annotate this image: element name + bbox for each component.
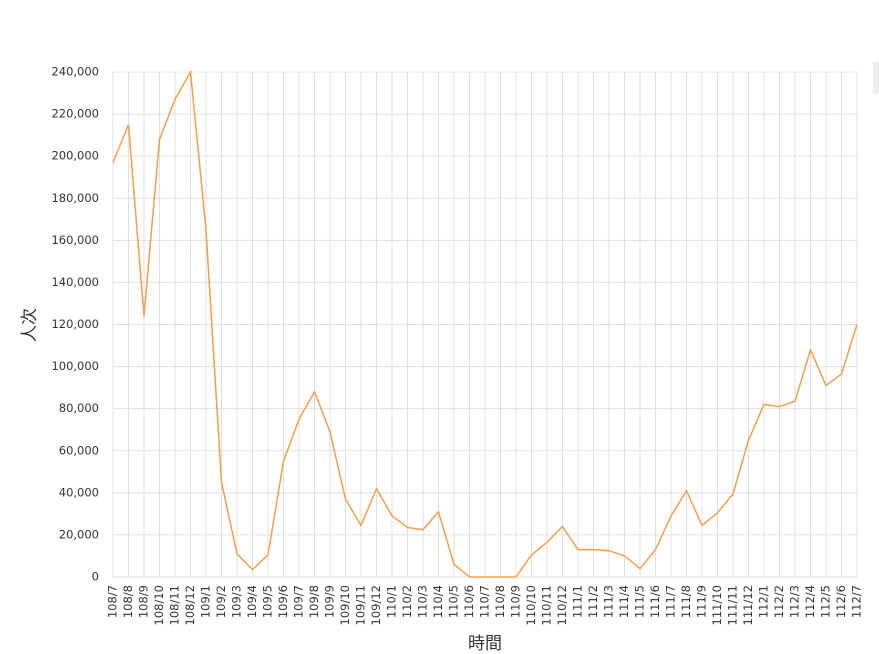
y-tick-label: 240,000 — [51, 65, 99, 79]
y-axis-title: 人次 — [20, 308, 40, 342]
x-tick-label: 109/11 — [354, 585, 368, 625]
x-tick-label: 110/8 — [493, 585, 507, 618]
x-tick-label: 111/5 — [633, 585, 647, 618]
x-tick-label: 109/12 — [369, 585, 383, 625]
x-tick-label: 110/11 — [540, 585, 554, 625]
x-tick-label: 111/9 — [695, 585, 709, 618]
x-tick-label: 108/10 — [152, 585, 166, 625]
y-tick-label: 180,000 — [51, 191, 99, 205]
x-tick-label: 109/3 — [230, 585, 244, 618]
y-tick-label: 220,000 — [51, 107, 99, 121]
x-tick-label: 111/7 — [664, 585, 678, 618]
x-tick-label: 111/1 — [571, 585, 585, 618]
x-tick-label: 111/12 — [741, 585, 755, 625]
y-tick-label: 140,000 — [51, 275, 99, 289]
x-tick-label: 111/4 — [617, 585, 631, 618]
x-tick-label: 108/12 — [183, 585, 197, 625]
x-tick-label: 109/9 — [323, 585, 337, 618]
x-tick-label: 111/6 — [648, 585, 662, 618]
x-tick-label: 108/9 — [137, 585, 151, 618]
x-tick-label: 108/7 — [106, 585, 120, 618]
x-tick-label: 110/7 — [478, 585, 492, 618]
y-tick-label: 60,000 — [59, 443, 99, 457]
scroll-handle — [873, 62, 879, 94]
y-tick-label: 100,000 — [51, 359, 99, 373]
y-tick-label: 80,000 — [59, 401, 99, 415]
y-tick-label: 40,000 — [59, 485, 99, 499]
x-tick-label: 111/10 — [710, 585, 724, 625]
data-line — [112, 69, 858, 578]
x-tick-label: 111/3 — [602, 585, 616, 618]
x-tick-label: 112/1 — [757, 585, 771, 618]
y-tick-label: 120,000 — [51, 317, 99, 331]
y-tick-label: 160,000 — [51, 233, 99, 247]
x-tick-label: 111/2 — [586, 585, 600, 618]
x-tick-label: 110/4 — [431, 585, 445, 618]
x-tick-label: 110/3 — [416, 585, 430, 618]
x-tick-label: 111/11 — [726, 585, 740, 625]
x-tick-label: 110/1 — [385, 585, 399, 618]
x-tick-label: 109/5 — [261, 585, 275, 618]
y-tick-label: 200,000 — [51, 149, 99, 163]
x-tick-label: 109/10 — [338, 585, 352, 625]
y-tick-label: 20,000 — [59, 527, 99, 541]
x-tick-label: 109/4 — [245, 585, 259, 618]
x-tick-label: 111/8 — [679, 585, 693, 618]
x-tick-label: 109/7 — [292, 585, 306, 618]
x-tick-label: 110/12 — [555, 585, 569, 625]
x-tick-label: 110/10 — [524, 585, 538, 625]
x-tick-label: 112/5 — [819, 585, 833, 618]
x-tick-label: 109/8 — [307, 585, 321, 618]
x-tick-label: 112/2 — [772, 585, 786, 618]
x-tick-label: 112/6 — [834, 585, 848, 618]
x-tick-label: 110/5 — [447, 585, 461, 618]
x-tick-label: 112/3 — [788, 585, 802, 618]
y-tick-label: 0 — [92, 570, 99, 584]
x-tick-label: 112/7 — [850, 585, 864, 618]
x-tick-label: 109/6 — [276, 585, 290, 618]
x-tick-label: 109/2 — [214, 585, 228, 618]
x-tick-label: 108/8 — [121, 585, 135, 618]
x-tick-label: 110/6 — [462, 585, 476, 618]
x-tick-label: 108/11 — [168, 585, 182, 625]
x-tick-label: 109/1 — [199, 585, 213, 618]
x-tick-label: 110/9 — [509, 585, 523, 618]
x-axis-title: 時間 — [468, 634, 502, 654]
x-tick-label: 112/4 — [803, 585, 817, 618]
x-tick-label: 110/2 — [400, 585, 414, 618]
